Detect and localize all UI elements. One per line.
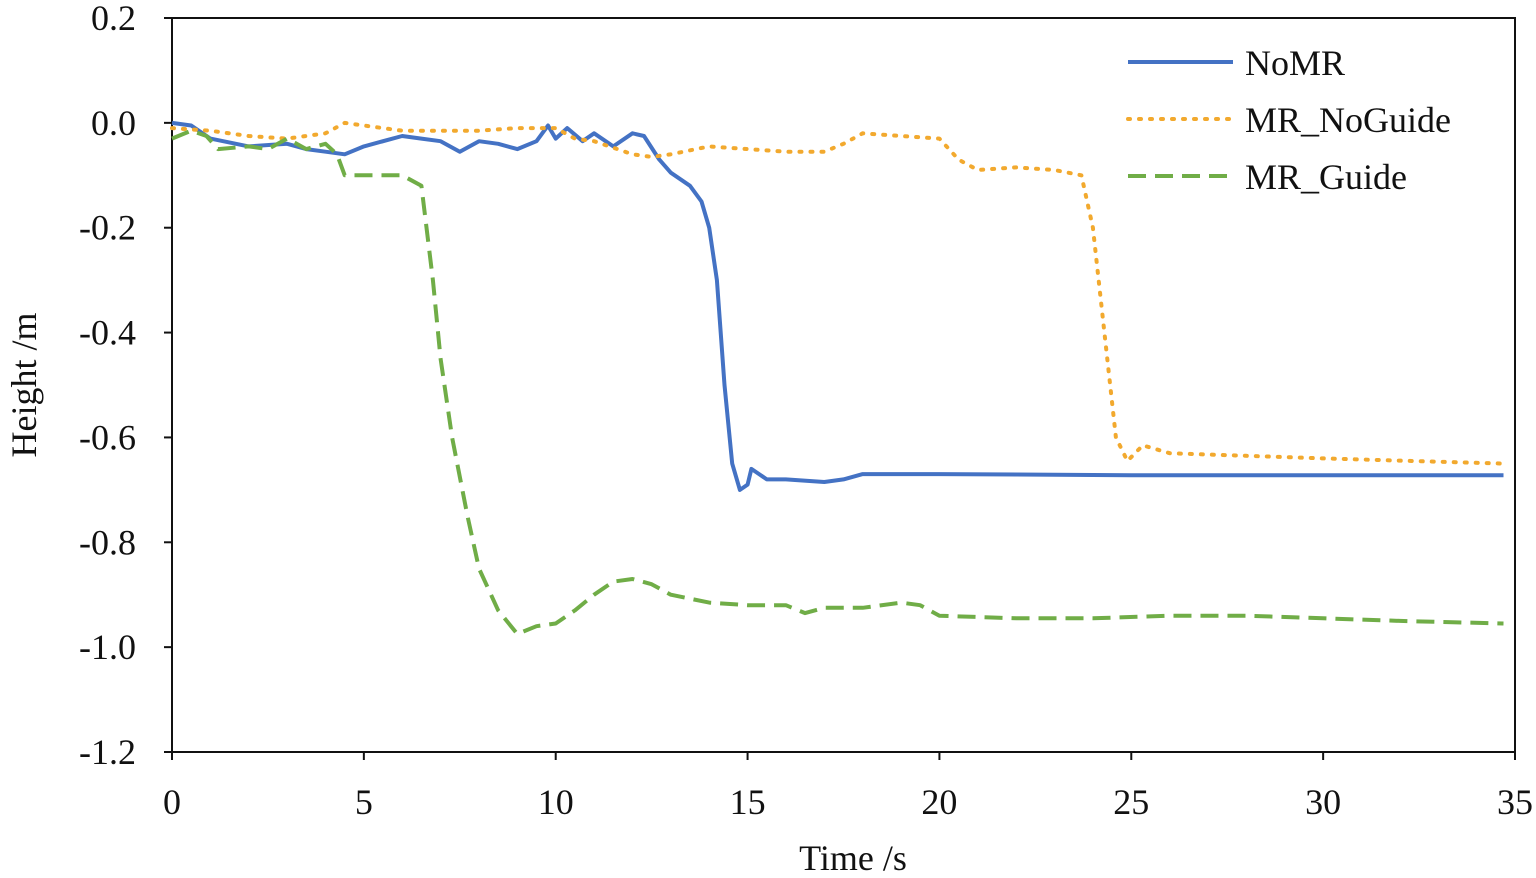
y-tick-label: -1.2 — [79, 732, 136, 772]
x-tick-label: 25 — [1113, 782, 1149, 822]
y-axis-label: Height /m — [4, 313, 44, 458]
series-lines — [170, 120, 1506, 636]
y-tick-label: -0.2 — [79, 208, 136, 248]
y-tick-label: -0.8 — [79, 522, 136, 562]
y-tick-label: -0.6 — [79, 417, 136, 457]
y-tick-label: 0.0 — [91, 103, 136, 143]
x-tick-label: 30 — [1305, 782, 1341, 822]
legend-label: MR_NoGuide — [1245, 100, 1451, 140]
x-tick-label: 5 — [355, 782, 373, 822]
x-tick-label: 0 — [163, 782, 181, 822]
legend: NoMR MR_NoGuide MR_Guide — [1126, 43, 1451, 197]
series-line-nomr — [171, 120, 1504, 492]
y-tick-label: -1.0 — [79, 627, 136, 667]
x-tick-label: 20 — [921, 782, 957, 822]
x-axis-label: Time /s — [799, 838, 907, 873]
legend-label: MR_Guide — [1245, 157, 1407, 197]
y-tick-label: -0.4 — [79, 313, 136, 353]
x-tick-label: 15 — [730, 782, 766, 822]
y-axis-ticks: 0.2 0.0 -0.2 -0.4 -0.6 -0.8 -1.0 -1.2 — [79, 0, 172, 772]
x-tick-label: 35 — [1497, 782, 1533, 822]
legend-label: NoMR — [1245, 43, 1345, 83]
series-line-mr-guide — [171, 128, 1504, 636]
x-tick-label: 10 — [538, 782, 574, 822]
plot-area — [171, 17, 1516, 753]
x-axis-ticks: 0 5 10 15 20 25 30 35 — [163, 752, 1533, 822]
y-tick-label: 0.2 — [91, 0, 136, 38]
